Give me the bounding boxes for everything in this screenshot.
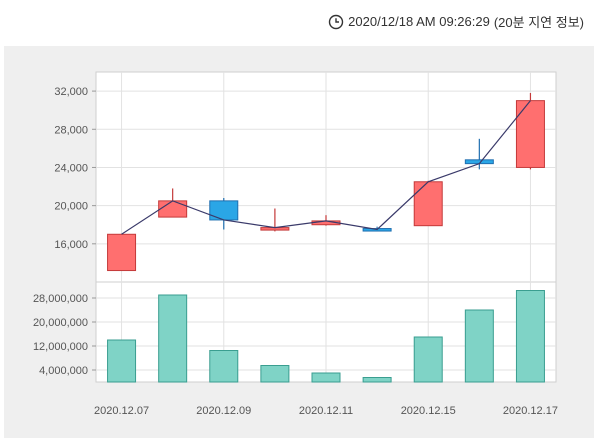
candle-body (413, 181, 443, 227)
volume-tick-label: 20,000,000 (33, 317, 88, 329)
price-tick-label: 20,000 (54, 201, 88, 213)
candle-body (107, 233, 137, 272)
price-tick-label: 24,000 (54, 162, 88, 174)
x-tick-label: 2020.12.17 (503, 405, 558, 417)
delay-note: (20분 지연 정보) (493, 15, 584, 30)
volume-bar (515, 290, 545, 383)
timestamp-text: 2020/12/18 AM 09:26:29 (348, 14, 490, 29)
volume-bar (260, 365, 290, 383)
chart-panel: 16,000 20,000 24,000 28,000 32,000 4,000,000… (4, 46, 594, 438)
timestamp: 2020/12/18 AM 09:26:29 (20분 지연 정보) (328, 12, 584, 31)
volume-bar (158, 294, 188, 383)
candle-body (209, 200, 239, 221)
price-tick-label: 16,000 (54, 239, 88, 251)
stock-chart: 16,000 20,000 24,000 28,000 32,000 4,000,000… (33, 71, 558, 417)
x-tick-label: 2020.12.15 (401, 405, 456, 417)
volume-tick-label: 28,000,000 (33, 293, 88, 305)
x-tick-label: 2020.12.11 (299, 405, 353, 417)
volume-bar (413, 336, 443, 383)
candle-body (515, 100, 545, 168)
volume-tick-label: 12,000,000 (33, 341, 88, 353)
volume-tick-label: 4,000,000 (39, 365, 88, 377)
x-tick-label: 2020.12.07 (94, 405, 149, 417)
candle-body (158, 200, 188, 218)
volume-bar (107, 339, 137, 383)
close-price-line (121, 100, 531, 235)
price-tick-label: 28,000 (54, 124, 88, 136)
price-tick-label: 32,000 (54, 86, 88, 98)
volume-bar (311, 372, 341, 383)
volume-bar (209, 350, 239, 383)
x-tick-label: 2020.12.09 (196, 405, 251, 417)
volume-bar (464, 309, 494, 383)
clock-icon (328, 14, 344, 29)
volume-bar (362, 377, 392, 383)
